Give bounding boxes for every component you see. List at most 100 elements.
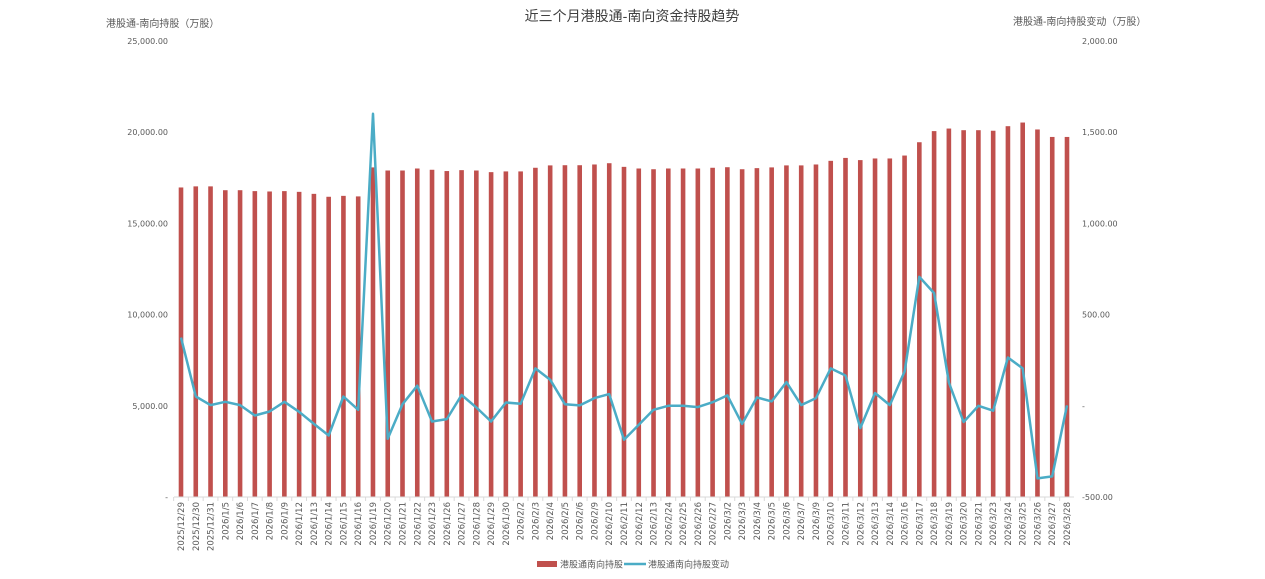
bar — [237, 190, 243, 498]
right-axis: -500.00-500.001,000.001,500.002,000.00 — [1082, 37, 1118, 502]
bar — [710, 167, 715, 497]
bar — [1064, 136, 1070, 498]
left-axis: - 5,000.00 10,000.00 15,000.00 20,000.00 25,0… — [127, 37, 168, 502]
bar — [828, 160, 834, 498]
left-tick-label: 15,000.00 — [127, 219, 168, 228]
x-tick-label: 2026/2/9 — [590, 502, 600, 540]
bar — [547, 165, 553, 498]
x-tick-label: 2026/3/27 — [1048, 502, 1058, 546]
x-tick-label: 2026/1/8 — [266, 502, 276, 540]
right-tick-label: 1,500.00 — [1082, 128, 1118, 137]
bar — [459, 170, 464, 497]
bar — [311, 193, 317, 497]
bar — [946, 128, 952, 497]
x-tick-label: 2026/3/6 — [782, 502, 792, 540]
legend-line-label: 港股通南向持股变动 — [648, 559, 729, 571]
bar — [754, 168, 760, 497]
bar — [857, 160, 863, 498]
bar — [429, 169, 435, 497]
bar — [223, 190, 228, 498]
bar — [1035, 129, 1040, 498]
line-series — [179, 112, 1069, 480]
x-tick-label: 2026/1/27 — [458, 502, 468, 546]
x-tick-label: 2026/3/26 — [1033, 502, 1043, 546]
x-tick-label: 2026/3/24 — [1004, 502, 1014, 546]
x-tick-label: 2026/2/24 — [664, 502, 674, 546]
x-tick-label: 2026/2/26 — [694, 502, 704, 546]
left-tick-label: 5,000.00 — [132, 402, 168, 411]
bar — [651, 169, 656, 497]
x-tick-label: 2026/1/19 — [369, 502, 379, 546]
x-tick-label: 2026/3/3 — [738, 502, 748, 540]
x-tick-label: 2025/12/30 — [192, 502, 202, 551]
bar — [769, 167, 774, 497]
x-tick-label: 2026/2/12 — [635, 502, 645, 546]
x-tick-label: 2026/1/20 — [384, 502, 394, 546]
x-tick-label: 2026/3/18 — [930, 502, 940, 546]
x-tick-label: 2026/1/16 — [354, 502, 364, 546]
x-tick-label: 2026/3/9 — [812, 502, 822, 540]
bar — [267, 191, 272, 498]
legend-bar-label: 港股通南向持股 — [560, 559, 623, 571]
bar — [326, 196, 331, 498]
x-tick-label: 2026/3/7 — [797, 502, 807, 540]
right-tick-label: 2,000.00 — [1082, 37, 1118, 46]
bar — [606, 163, 612, 497]
bar — [798, 165, 804, 498]
x-tick-label: 2026/3/21 — [974, 502, 984, 546]
bar — [385, 170, 391, 497]
x-tick-label: 2026/2/10 — [605, 502, 615, 546]
x-axis: 2025/12/29 2025/12/30 2025/12/31 2026/1/5 20… — [173, 497, 1073, 551]
x-tick-label: 2026/2/6 — [576, 502, 586, 540]
x-tick-label: 2026/1/22 — [413, 502, 423, 546]
x-tick-label: 2026/1/13 — [310, 502, 320, 546]
bar — [695, 168, 701, 497]
bar — [533, 167, 538, 497]
bar — [444, 171, 450, 497]
bar — [990, 130, 996, 498]
x-tick-label: 2026/1/21 — [399, 502, 409, 546]
x-tick-label: 2026/2/25 — [679, 502, 689, 546]
x-tick-label: 2026/1/7 — [251, 502, 261, 540]
bar — [474, 170, 479, 497]
bar — [208, 186, 213, 497]
bar — [577, 165, 582, 497]
x-tick-label: 2026/1/14 — [325, 502, 335, 546]
bar — [813, 164, 819, 497]
x-tick-label: 2026/1/15 — [339, 502, 349, 546]
left-tick-label: - — [165, 493, 168, 502]
x-tick-label: 2026/3/17 — [915, 502, 925, 546]
bar — [621, 166, 627, 497]
bar — [414, 168, 420, 497]
x-tick-label: 2026/1/12 — [295, 502, 305, 546]
right-tick-label: -500.00 — [1082, 493, 1113, 502]
bar — [355, 196, 361, 498]
bar — [503, 171, 509, 497]
bar — [518, 171, 523, 497]
bar — [1005, 126, 1011, 498]
bar — [193, 186, 199, 497]
x-tick-label: 2025/12/29 — [177, 502, 187, 551]
x-tick-label: 2026/3/10 — [827, 502, 837, 546]
x-tick-label: 2026/2/11 — [620, 502, 630, 546]
bar — [370, 167, 376, 497]
bar — [296, 191, 302, 498]
x-tick-label: 2026/1/28 — [472, 502, 482, 546]
left-tick-label: 25,000.00 — [127, 37, 168, 46]
x-tick-label: 2026/3/12 — [856, 502, 866, 546]
bar — [680, 168, 686, 497]
x-tick-label: 2026/1/9 — [280, 502, 290, 540]
x-tick-label: 2026/1/5 — [221, 502, 231, 540]
x-tick-label: 2026/3/11 — [842, 502, 852, 546]
bar — [252, 191, 258, 497]
x-tick-label: 2026/1/30 — [502, 502, 512, 546]
x-tick-label: 2026/2/4 — [546, 502, 556, 540]
x-tick-label: 2026/2/13 — [650, 502, 660, 546]
bar — [902, 155, 907, 498]
bar — [843, 157, 848, 497]
chart-title: 近三个月港股通-南向资金持股趋势 — [525, 9, 740, 25]
x-tick-label: 2026/3/14 — [886, 502, 896, 546]
bar-series — [178, 122, 1070, 498]
legend-bar-swatch — [537, 561, 557, 567]
